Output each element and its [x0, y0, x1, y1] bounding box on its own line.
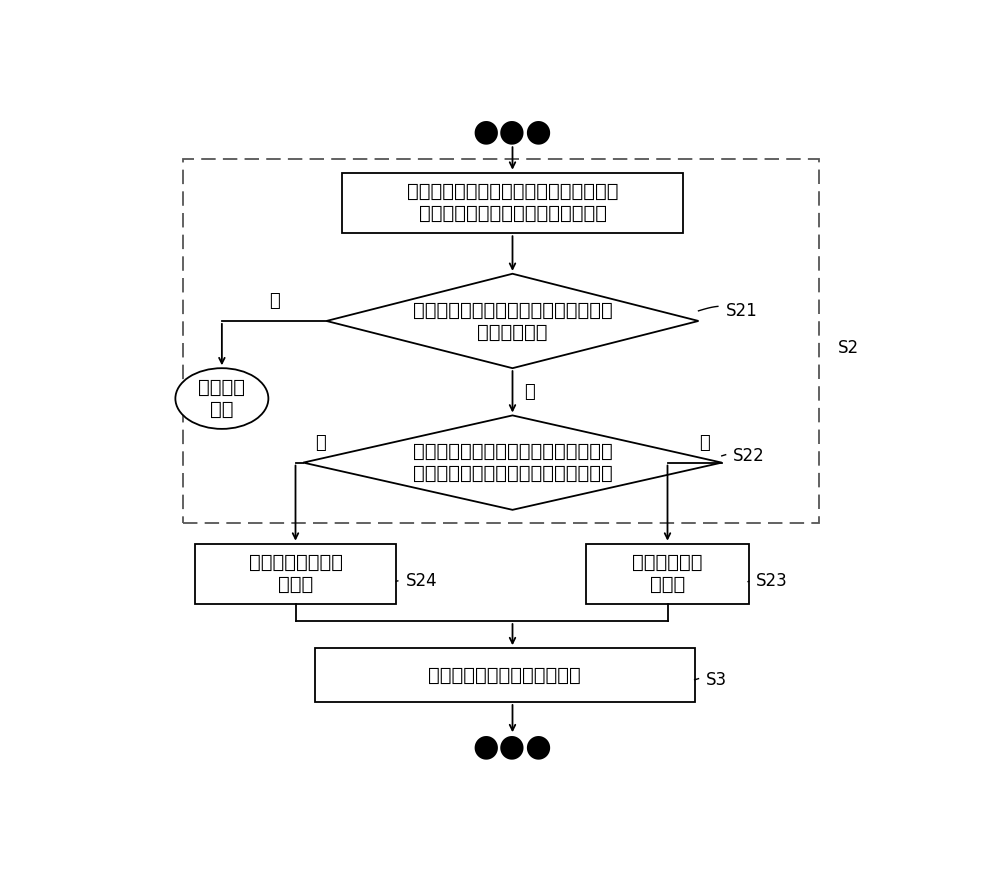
- FancyBboxPatch shape: [342, 173, 683, 233]
- Text: S22: S22: [733, 447, 765, 465]
- Ellipse shape: [175, 368, 268, 429]
- Polygon shape: [303, 415, 722, 510]
- Text: 按照预设顺序从特征点组中获取特征点，
针对获取的每个特征点执行如下操作: 按照预设顺序从特征点组中获取特征点， 针对获取的每个特征点执行如下操作: [407, 182, 618, 223]
- Text: 否: 否: [315, 434, 326, 452]
- Text: 否: 否: [269, 293, 280, 310]
- Text: S23: S23: [756, 572, 788, 590]
- Text: ●●●: ●●●: [473, 117, 552, 146]
- Text: 是: 是: [699, 434, 710, 452]
- FancyBboxPatch shape: [586, 543, 749, 604]
- Text: 将特征点加入新的
聚类组: 将特征点加入新的 聚类组: [248, 554, 342, 595]
- Text: 是: 是: [524, 383, 535, 401]
- Text: 将特征点
删除: 将特征点 删除: [198, 378, 245, 419]
- Text: 分别计算各聚类组的聚类中心: 分别计算各聚类组的聚类中心: [428, 666, 581, 684]
- Text: 判断当前获取的特征点的像素值是否大
于预设像素值: 判断当前获取的特征点的像素值是否大 于预设像素值: [413, 300, 612, 342]
- Text: 判断特征点与加入聚类组的上一特征点
的类内间隔是否满足预设最小类内间隔: 判断特征点与加入聚类组的上一特征点 的类内间隔是否满足预设最小类内间隔: [413, 442, 612, 484]
- FancyBboxPatch shape: [195, 543, 396, 604]
- Polygon shape: [326, 273, 698, 368]
- Text: S24: S24: [406, 572, 437, 590]
- Text: S2: S2: [838, 339, 859, 357]
- Text: 将特征点加入
聚类组: 将特征点加入 聚类组: [632, 554, 703, 595]
- Text: S21: S21: [726, 302, 757, 320]
- FancyBboxPatch shape: [315, 648, 695, 702]
- Text: ●●●: ●●●: [473, 732, 552, 762]
- Text: S3: S3: [706, 671, 727, 689]
